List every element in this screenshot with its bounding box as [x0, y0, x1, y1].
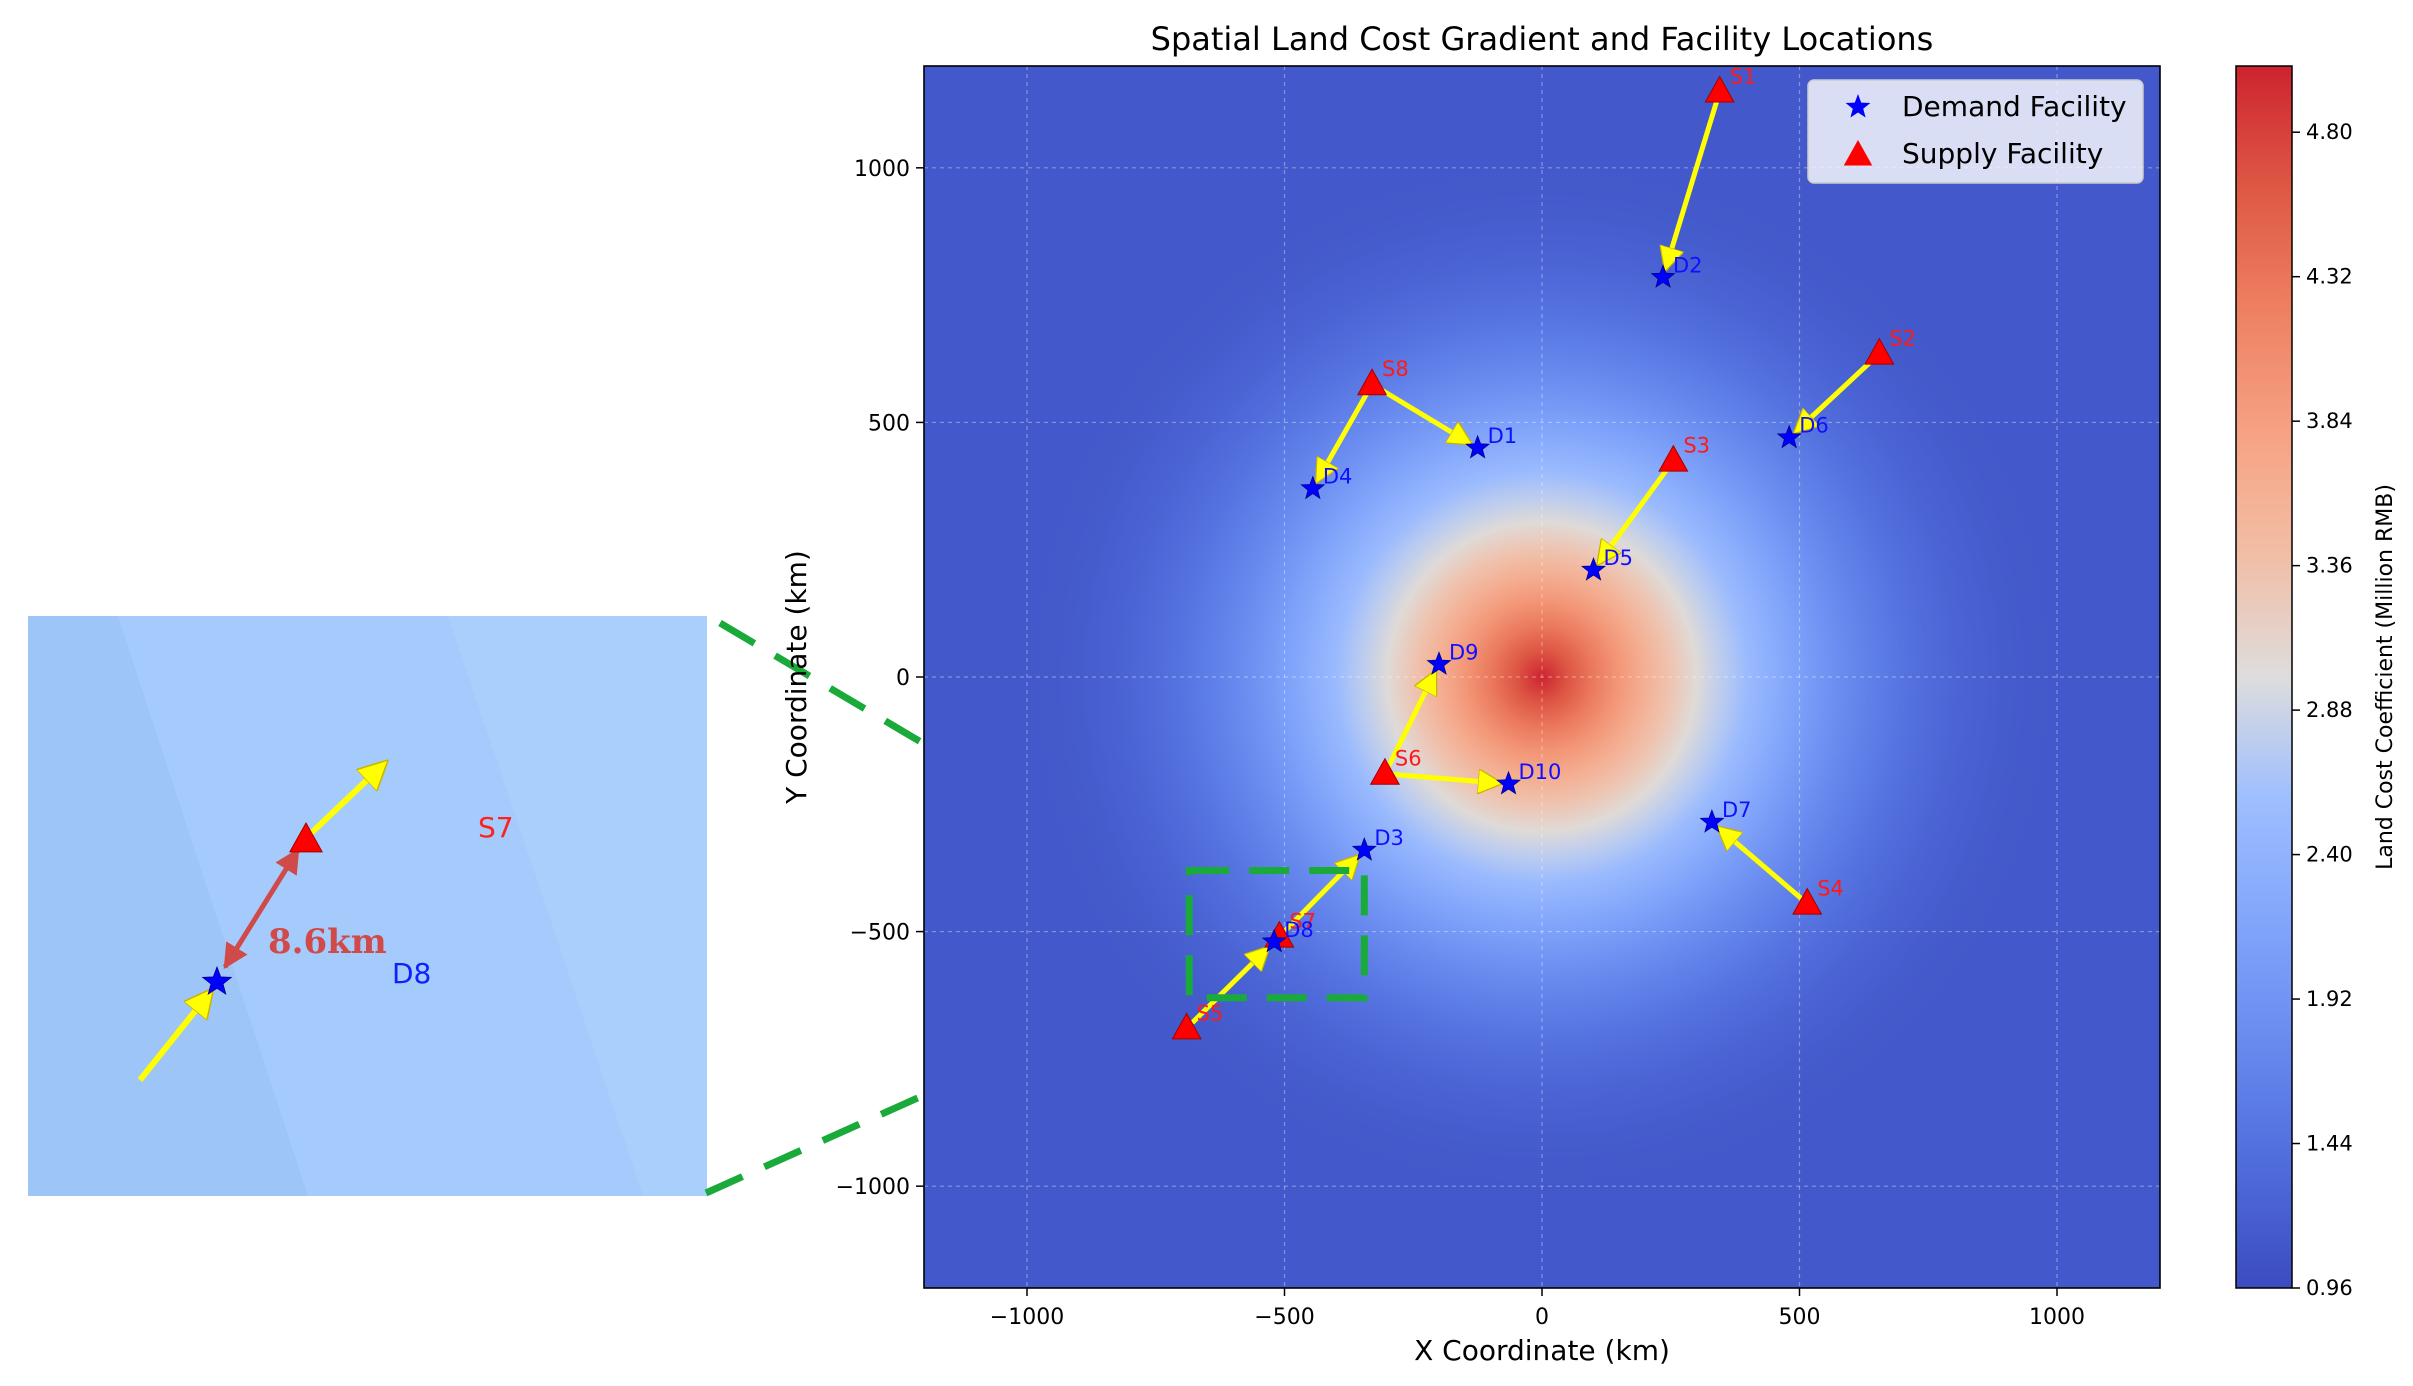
- x-tick-label: −500: [1254, 1305, 1314, 1330]
- supply-label-s6: S6: [1395, 747, 1422, 771]
- chart-title: Spatial Land Cost Gradient and Facility …: [1151, 20, 1934, 58]
- colorbar-tick-label: 4.80: [2306, 120, 2353, 144]
- legend-supply-marker: [1843, 140, 1873, 166]
- grid: [924, 66, 2160, 1288]
- inset-distance-arrow: [222, 847, 301, 970]
- x-axis-ticks: −1000 −500 0 500 1000: [990, 1288, 2085, 1330]
- colorbar-tick-label: 2.88: [2306, 698, 2353, 722]
- x-axis-label: X Coordinate (km): [1414, 1334, 1670, 1367]
- y-tick-label: 500: [868, 411, 910, 436]
- colorbar-tick-label: 3.84: [2306, 409, 2353, 433]
- colorbar-label: Land Cost Coefficient (Million RMB): [2373, 484, 2398, 870]
- flow-arrow-s5-d8: [1190, 947, 1268, 1025]
- y-axis-ticks: −1000 −500 0 500 1000: [836, 157, 924, 1200]
- supply-label-s2: S2: [1889, 327, 1916, 351]
- y-tick-label: −500: [850, 921, 910, 946]
- y-tick-label: −1000: [836, 1175, 910, 1200]
- colorbar-tick-label: 1.44: [2306, 1132, 2353, 1156]
- x-tick-label: −1000: [990, 1305, 1064, 1330]
- supply-marker-s2: [1864, 337, 1895, 365]
- supply-marker-s5: [1171, 1012, 1202, 1040]
- zoom-inset: S7 D8 8.6km: [28, 616, 707, 1196]
- demand-label-d8: D8: [1284, 918, 1314, 942]
- flow-arrow-s4-d7: [1718, 827, 1803, 901]
- flow-arrow-s3-d5: [1598, 465, 1671, 564]
- legend-supply-label: Supply Facility: [1902, 137, 2103, 170]
- supply-label-s8: S8: [1382, 357, 1409, 381]
- colorbar-tick-label: 2.40: [2306, 843, 2353, 867]
- supply-label-s5: S5: [1197, 1001, 1224, 1025]
- supply-marker-s3: [1658, 444, 1689, 472]
- colorbar-tick-label: 3.36: [2306, 554, 2353, 578]
- demand-marker-d2: [1650, 264, 1676, 288]
- supply-marker-s4: [1792, 887, 1823, 915]
- demand-label-d7: D7: [1722, 798, 1752, 822]
- legend-triangle-shape: [1843, 140, 1873, 166]
- legend-demand-label: Demand Facility: [1902, 90, 2127, 123]
- demand-marker-d7: [1699, 808, 1725, 833]
- demand-label-d1: D1: [1488, 424, 1518, 448]
- flow-arrow-s2-d6: [1795, 357, 1876, 432]
- demand-marker-d4: [1300, 475, 1326, 500]
- flow-arrow-s6-d9: [1386, 671, 1438, 768]
- flow-arrow-s8-d1: [1377, 386, 1471, 446]
- y-axis-label: Y Coordinate (km): [780, 550, 813, 805]
- colorbar: 0.96 1.44 1.92 2.40 2.88 3.36 3.84 4.32 4.80 Lan…: [2235, 65, 2398, 1300]
- inset-flow-arrow-in: [137, 990, 212, 1082]
- zoom-region-box: [1185, 866, 1368, 1002]
- facility-markers: S1 S2 S3 S4 S5 S6 S7 S8 D1 D2 D3 D4 D5 D6 D7 D8 D9 D10: [1171, 64, 1916, 1040]
- supply-label-s3: S3: [1683, 434, 1710, 458]
- inset-distance-label: 8.6km: [268, 922, 387, 962]
- x-tick-label: 1000: [2029, 1305, 2085, 1330]
- inset-demand-label: D8: [392, 957, 431, 990]
- demand-marker-d9: [1426, 651, 1452, 675]
- demand-label-d10: D10: [1519, 760, 1562, 784]
- y-tick-label: 1000: [854, 157, 910, 182]
- demand-label-d4: D4: [1323, 465, 1353, 489]
- colorbar-tick-label: 0.96: [2306, 1276, 2353, 1300]
- supply-label-s4: S4: [1817, 877, 1844, 901]
- y-tick-label: 0: [896, 666, 910, 691]
- colorbar-fill: [2235, 65, 2293, 1289]
- legend-star-shape: [1845, 94, 1871, 118]
- flow-arrow-s1-d2: [1665, 98, 1720, 270]
- inset-flow-arrow-out: [303, 762, 386, 841]
- inset-band-lighter: [448, 616, 707, 1196]
- flow-arrow-s6-d10: [1392, 774, 1501, 783]
- colorbar-tick-label: 4.32: [2306, 265, 2353, 289]
- legend: Demand Facility Supply Facility: [1807, 79, 2144, 184]
- flow-arrow-s8-d4: [1314, 389, 1371, 481]
- demand-marker-d10: [1496, 770, 1521, 795]
- demand-marker-d1: [1465, 434, 1491, 459]
- supply-marker-s6: [1369, 757, 1401, 785]
- supply-marker-s8: [1356, 368, 1388, 396]
- demand-marker-d8: [1261, 928, 1287, 953]
- inset-demand-marker: [201, 965, 233, 996]
- inset-supply-marker: [288, 821, 324, 853]
- demand-marker-d3: [1351, 836, 1377, 861]
- x-tick-label: 0: [1535, 1305, 1549, 1330]
- colorbar-ticks: 0.96 1.44 1.92 2.40 2.88 3.36 3.84 4.32 4.80: [2292, 120, 2353, 1300]
- colorbar-tick-label: 1.92: [2306, 987, 2353, 1011]
- demand-marker-d5: [1581, 556, 1606, 581]
- x-tick-label: 500: [1779, 1305, 1821, 1330]
- plot-area: S1 S2 S3 S4 S5 S6 S7 S8 D1 D2 D3 D4 D5 D6 D7 D8 D9 D10 −1…: [780, 20, 2161, 1367]
- inset-band-light: [118, 616, 643, 1196]
- demand-marker-d6: [1776, 424, 1802, 449]
- demand-label-d9: D9: [1449, 640, 1479, 664]
- supply-label-s1: S1: [1730, 64, 1757, 88]
- demand-label-d3: D3: [1374, 826, 1404, 850]
- legend-demand-marker: [1845, 94, 1871, 118]
- demand-label-d6: D6: [1799, 414, 1829, 438]
- legend-box: [1807, 79, 2144, 184]
- demand-label-d2: D2: [1673, 253, 1703, 277]
- demand-label-d5: D5: [1604, 546, 1634, 570]
- inset-supply-label: S7: [478, 811, 514, 844]
- supply-marker-s1: [1704, 75, 1735, 103]
- supply-label-s7: S7: [1289, 910, 1316, 934]
